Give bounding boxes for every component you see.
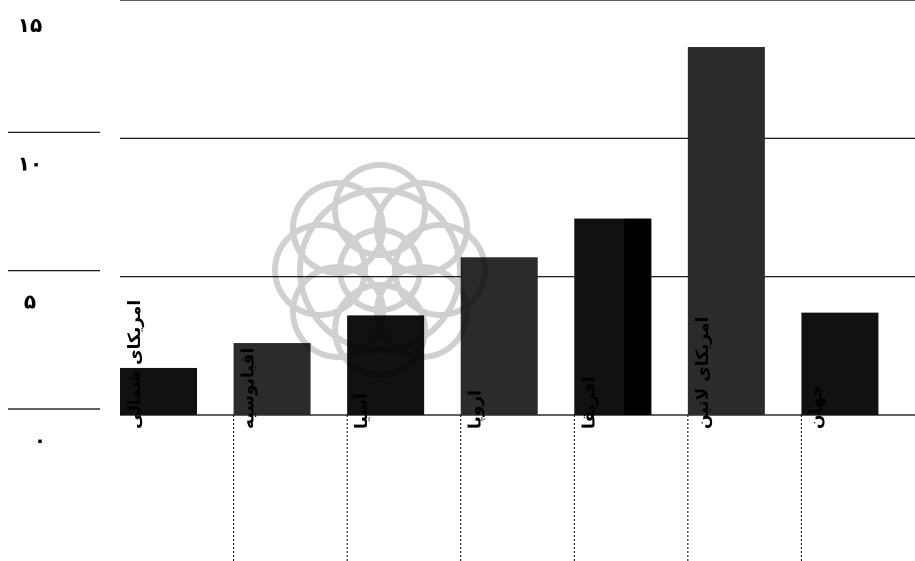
bar xyxy=(687,47,765,416)
y-tick-label: ۱۰ xyxy=(18,151,42,175)
bar xyxy=(801,312,879,415)
x-category-label: اروپا xyxy=(466,390,486,429)
bar xyxy=(233,343,311,415)
watermark-emblem-icon xyxy=(272,162,488,378)
bar-shade xyxy=(624,218,652,415)
bar xyxy=(460,257,538,415)
category-cells xyxy=(233,415,802,561)
y-tick-label: ۱۵ xyxy=(18,13,42,37)
x-category-label: افریقا xyxy=(579,376,599,429)
bars xyxy=(120,47,879,416)
y-tick-label: ۵ xyxy=(24,290,36,314)
x-category-label: امریکای لاتین xyxy=(693,317,713,429)
bar xyxy=(120,367,197,415)
x-category-label: آسیا xyxy=(350,392,372,429)
x-axis-labels: امریکای شمالی اقیانوسیه آسیا اروپا افریقا امر… xyxy=(125,300,826,429)
y-tick-label: ۰ xyxy=(34,428,46,452)
y-axis-ticks: ۰ ۵ ۱۰ ۱۵ xyxy=(18,13,46,452)
x-category-label: اقیانوسیه xyxy=(239,348,259,429)
x-category-label: جهان xyxy=(806,385,826,429)
bar xyxy=(347,315,425,415)
x-category-label: امریکای شمالی xyxy=(125,300,145,429)
